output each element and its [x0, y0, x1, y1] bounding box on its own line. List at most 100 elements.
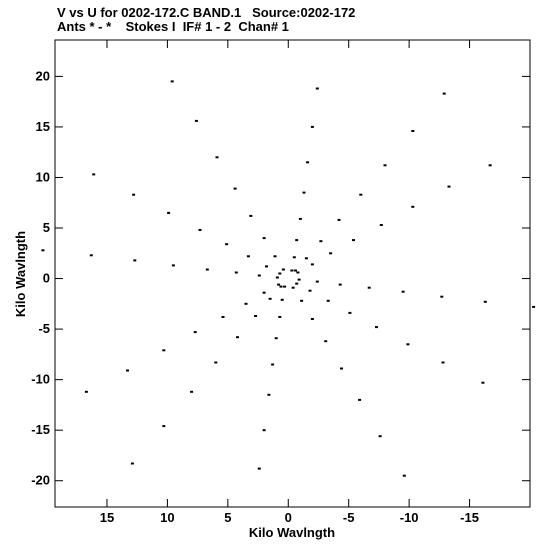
uv-point-conjugate [481, 381, 485, 384]
uv-point-conjugate [267, 393, 271, 396]
uv-point [167, 211, 171, 214]
uv-point [215, 156, 219, 159]
uv-point [265, 265, 268, 268]
uv-point-conjugate [375, 326, 378, 329]
uv-point-conjugate [262, 291, 266, 294]
uv-point-conjugate [297, 278, 301, 281]
uv-points [41, 80, 536, 477]
uv-point [302, 191, 306, 194]
uv-point [383, 164, 387, 167]
uv-point [298, 217, 302, 220]
uv-point-conjugate [262, 429, 266, 432]
x-axis-title: Kilo Wavlngth [249, 525, 335, 540]
uv-point [295, 239, 299, 242]
uv-point [337, 218, 341, 221]
y-tick-label: 10 [36, 169, 50, 184]
uv-point [278, 272, 282, 275]
uv-point [133, 259, 137, 262]
uv-point [379, 224, 383, 226]
y-tick-label: 15 [36, 119, 50, 134]
uv-point-conjugate [291, 286, 295, 289]
uv-point [296, 271, 300, 274]
uv-point [315, 87, 319, 90]
uv-point [310, 125, 314, 128]
uv-point-conjugate [257, 467, 261, 470]
uv-point [329, 252, 333, 255]
axis-ticks: 15 10 5 0 -5 -10 -15 20 15 10 5 0 -5 -10 -15 -20 [31, 40, 530, 525]
uv-point-conjugate [162, 349, 166, 352]
uv-point-conjugate [244, 302, 248, 305]
uv-point-conjugate [193, 331, 197, 334]
x-tick-label: 15 [100, 510, 114, 525]
uv-point [411, 130, 415, 132]
uv-point-conjugate [279, 285, 283, 288]
uv-point [249, 214, 253, 217]
uv-point-conjugate [308, 289, 312, 292]
x-tick-label: 5 [224, 510, 231, 525]
plot-frame [54, 39, 531, 508]
uv-point-conjugate [483, 300, 487, 303]
uv-point-conjugate [300, 299, 304, 302]
uv-point-conjugate [295, 282, 299, 285]
uv-point [281, 268, 285, 271]
uv-point-conjugate [190, 390, 194, 393]
uv-point [442, 92, 446, 95]
uv-point [411, 205, 415, 208]
uv-point-conjugate [84, 390, 88, 393]
uv-point [205, 268, 209, 271]
plot-subtitle: Ants * - * Stokes I IF# 1 - 2 Chan# 1 [57, 19, 289, 34]
y-tick-label: 20 [36, 68, 50, 83]
uv-point-conjugate [254, 315, 258, 317]
uv-point [89, 254, 93, 257]
uv-point-conjugate [236, 336, 239, 339]
uv-point-conjugate [126, 369, 129, 372]
uv-point [234, 271, 238, 274]
uv-point [257, 274, 261, 277]
uv-point [275, 276, 279, 279]
uv-point [294, 269, 297, 272]
plot-title: V vs U for 0202-172.C BAND.1 Source:0202… [57, 5, 356, 20]
uv-point-conjugate [324, 340, 328, 343]
uv-point-conjugate [283, 285, 287, 288]
uv-point-conjugate [340, 367, 343, 370]
uv-point [292, 256, 296, 259]
x-tick-label: 10 [160, 510, 174, 525]
uv-point [194, 119, 198, 122]
y-tick-label: -15 [31, 422, 50, 437]
uv-point [225, 243, 229, 246]
y-axis-title: Kilo Wavlngth [13, 231, 28, 317]
uv-point [246, 255, 250, 258]
uv-point [41, 249, 45, 252]
x-tick-label: 0 [285, 510, 292, 525]
uv-point [132, 193, 136, 196]
y-tick-label: -10 [31, 372, 50, 387]
y-tick-label: -20 [31, 473, 50, 488]
uv-point [198, 229, 202, 231]
uv-point-conjugate [326, 299, 330, 302]
uv-point-conjugate [401, 290, 405, 293]
y-tick-label: -5 [38, 321, 50, 336]
uv-point [273, 255, 277, 258]
uv-point [171, 264, 175, 267]
uv-point [488, 164, 492, 167]
x-tick-label: -15 [460, 510, 479, 525]
x-tick-label: -10 [400, 510, 419, 525]
uv-point-conjugate [358, 398, 362, 401]
uv-point-conjugate [274, 337, 278, 340]
uv-point [319, 240, 323, 243]
uv-point-conjugate [310, 318, 314, 320]
uv-point-conjugate [406, 343, 410, 346]
y-tick-label: 5 [43, 220, 50, 235]
uv-point-conjugate [221, 316, 225, 318]
uv-point [447, 185, 451, 188]
uv-point-conjugate [338, 283, 342, 286]
uv-point [290, 269, 294, 272]
uv-point-conjugate [402, 474, 406, 477]
uv-point-conjugate [440, 295, 444, 298]
uv-point-conjugate [278, 316, 282, 318]
uv-point [359, 193, 363, 196]
uv-point-conjugate [162, 425, 166, 428]
uv-point-conjugate [271, 363, 275, 366]
uv-point [233, 187, 237, 190]
uv-point-conjugate [378, 435, 382, 438]
